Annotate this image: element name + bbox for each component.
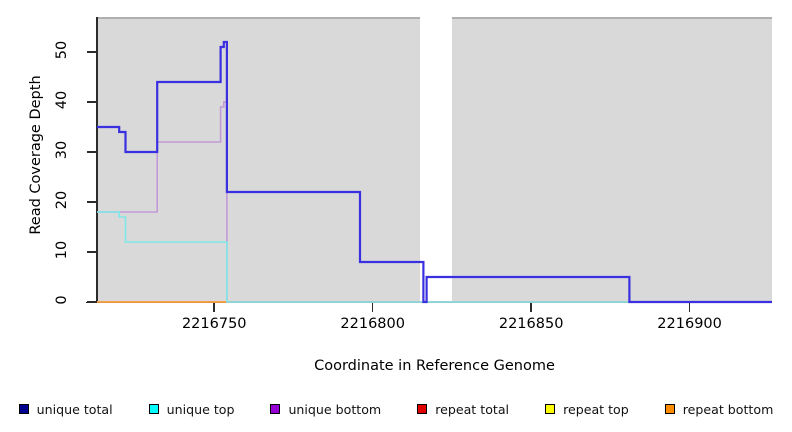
y-tick-0 [87,301,96,303]
legend-item-repeat-bottom[interactable]: repeat bottom [664,401,774,417]
legend-label: unique bottom [288,401,382,417]
chart-legend: unique total unique top unique bottom repea… [0,398,792,420]
y-axis-line [96,17,98,302]
x-axis-label: Coordinate in Reference Genome [314,358,555,374]
legend-label: repeat total [435,401,510,417]
x-tick-2216750 [213,303,216,312]
y-tick-50 [87,51,96,53]
series-line-unique-bottom [97,101,772,303]
x-tick-label-2216800: 2216800 [340,316,405,332]
y-tick-40 [87,101,96,103]
legend-label: unique top [166,401,235,417]
legend-swatch-icon [270,404,281,414]
y-tick-20 [87,201,96,203]
legend-item-repeat-total[interactable]: repeat total [417,402,509,417]
legend-item-repeat-top[interactable]: repeat top [545,402,629,417]
plot-panel [97,17,772,302]
legend-swatch-icon [417,404,428,414]
legend-label: repeat bottom [682,401,774,417]
legend-swatch-icon [148,404,159,414]
panel-top-rule-left [97,17,420,19]
legend-item-unique-bottom[interactable]: unique bottom [270,402,381,417]
legend-item-unique-top[interactable]: unique top [148,401,235,417]
panel-background-right [452,17,772,302]
x-tick-label-2216900: 2216900 [657,316,722,332]
x-tick-2216800 [371,303,374,312]
y-tick-10 [87,251,96,253]
series-line-unique-total [97,40,772,304]
panel-top-rule-right [452,17,772,19]
x-tick-2216900 [688,303,691,312]
legend-swatch-icon [664,404,675,414]
series-line-unique-top [97,211,772,303]
legend-label: unique total [36,401,113,417]
legend-label: repeat top [563,401,629,417]
x-tick-label-2216850: 2216850 [498,316,564,332]
y-tick-30 [87,151,96,153]
legend-swatch-icon [18,404,29,414]
x-tick-2216850 [530,303,532,312]
x-tick-label-2216750: 2216750 [181,316,247,332]
panel-background-left [97,17,420,302]
legend-swatch-icon [545,404,556,414]
legend-item-unique-total[interactable]: unique total [18,401,113,417]
